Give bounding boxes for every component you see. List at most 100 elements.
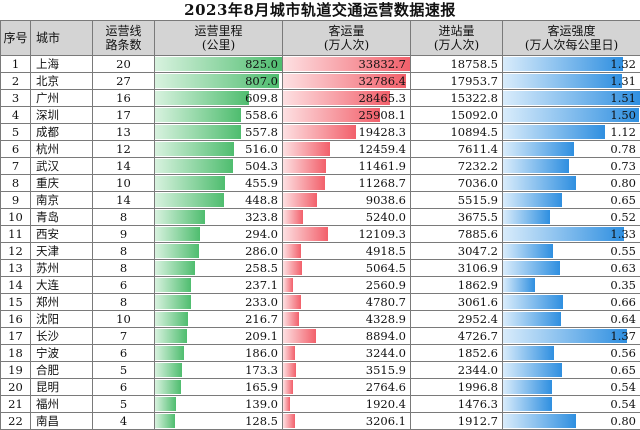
ridership-value: 2560.9 (283, 278, 410, 292)
header-entries: 进站量 (万人次) (411, 21, 503, 56)
seq-cell: 12 (1, 243, 31, 260)
ridership-cell: 25908.1 (283, 107, 411, 124)
seq-cell: 3 (1, 90, 31, 107)
ridership-cell: 11461.9 (283, 158, 411, 175)
city-cell: 深圳 (31, 107, 93, 124)
lines-cell: 6 (93, 345, 155, 362)
lines-cell: 7 (93, 328, 155, 345)
lines-cell: 14 (93, 192, 155, 209)
mileage-value: 558.6 (155, 108, 282, 122)
ridership-value: 5064.5 (283, 261, 410, 275)
ridership-cell: 4918.5 (283, 243, 411, 260)
mileage-cell: 209.1 (155, 328, 283, 345)
entries-cell: 1476.3 (411, 396, 503, 413)
seq-cell: 19 (1, 362, 31, 379)
header-intensity: 客运强度 (万人次每公里日) (503, 21, 640, 56)
seq-cell: 18 (1, 345, 31, 362)
intensity-value: 1.32 (503, 57, 640, 71)
intensity-cell: 0.56 (503, 345, 640, 362)
mileage-cell: 516.0 (155, 141, 283, 158)
intensity-value: 1.50 (503, 108, 640, 122)
city-cell: 南京 (31, 192, 93, 209)
intensity-value: 0.54 (503, 380, 640, 394)
intensity-cell: 0.65 (503, 362, 640, 379)
ridership-cell: 4328.9 (283, 311, 411, 328)
header-seq: 序号 (1, 21, 31, 56)
intensity-cell: 0.73 (503, 158, 640, 175)
entries-cell: 7611.4 (411, 141, 503, 158)
mileage-value: 825.0 (155, 57, 282, 71)
ridership-cell: 4780.7 (283, 294, 411, 311)
mileage-value: 139.0 (155, 397, 282, 411)
entries-cell: 7885.6 (411, 226, 503, 243)
city-cell: 武汉 (31, 158, 93, 175)
intensity-value: 0.55 (503, 244, 640, 258)
city-cell: 杭州 (31, 141, 93, 158)
mileage-value: 294.0 (155, 227, 282, 241)
mileage-value: 448.8 (155, 193, 282, 207)
city-cell: 上海 (31, 56, 93, 73)
intensity-cell: 0.80 (503, 413, 640, 430)
ridership-cell: 28465.3 (283, 90, 411, 107)
seq-cell: 16 (1, 311, 31, 328)
mileage-value: 504.3 (155, 159, 282, 173)
lines-cell: 9 (93, 226, 155, 243)
city-cell: 合肥 (31, 362, 93, 379)
ridership-cell: 2560.9 (283, 277, 411, 294)
ridership-value: 1920.4 (283, 397, 410, 411)
ridership-cell: 12459.4 (283, 141, 411, 158)
mileage-cell: 455.9 (155, 175, 283, 192)
seq-cell: 20 (1, 379, 31, 396)
mileage-cell: 825.0 (155, 56, 283, 73)
intensity-cell: 1.12 (503, 124, 640, 141)
intensity-cell: 1.37 (503, 328, 640, 345)
intensity-cell: 0.35 (503, 277, 640, 294)
intensity-cell: 0.63 (503, 260, 640, 277)
mileage-value: 286.0 (155, 244, 282, 258)
mileage-value: 216.7 (155, 312, 282, 326)
seq-cell: 22 (1, 413, 31, 430)
intensity-cell: 1.31 (503, 73, 640, 90)
seq-cell: 2 (1, 73, 31, 90)
seq-cell: 15 (1, 294, 31, 311)
intensity-value: 0.73 (503, 159, 640, 173)
mileage-cell: 558.6 (155, 107, 283, 124)
seq-cell: 5 (1, 124, 31, 141)
entries-cell: 3061.6 (411, 294, 503, 311)
intensity-value: 0.65 (503, 193, 640, 207)
entries-cell: 7232.2 (411, 158, 503, 175)
ridership-value: 3244.0 (283, 346, 410, 360)
entries-cell: 10894.5 (411, 124, 503, 141)
lines-cell: 17 (93, 107, 155, 124)
city-cell: 成都 (31, 124, 93, 141)
mileage-cell: 216.7 (155, 311, 283, 328)
ridership-cell: 3244.0 (283, 345, 411, 362)
ridership-value: 4780.7 (283, 295, 410, 309)
ridership-value: 28465.3 (283, 91, 410, 105)
mileage-value: 209.1 (155, 329, 282, 343)
ridership-cell: 11268.7 (283, 175, 411, 192)
seq-cell: 8 (1, 175, 31, 192)
entries-cell: 2952.4 (411, 311, 503, 328)
ridership-cell: 5240.0 (283, 209, 411, 226)
intensity-cell: 0.80 (503, 175, 640, 192)
intensity-cell: 1.33 (503, 226, 640, 243)
seq-cell: 14 (1, 277, 31, 294)
mileage-cell: 504.3 (155, 158, 283, 175)
ridership-cell: 32786.4 (283, 73, 411, 90)
mileage-value: 165.9 (155, 380, 282, 394)
ridership-cell: 1920.4 (283, 396, 411, 413)
intensity-value: 1.33 (503, 227, 640, 241)
entries-cell: 2344.0 (411, 362, 503, 379)
header-city: 城市 (31, 21, 93, 56)
city-cell: 北京 (31, 73, 93, 90)
